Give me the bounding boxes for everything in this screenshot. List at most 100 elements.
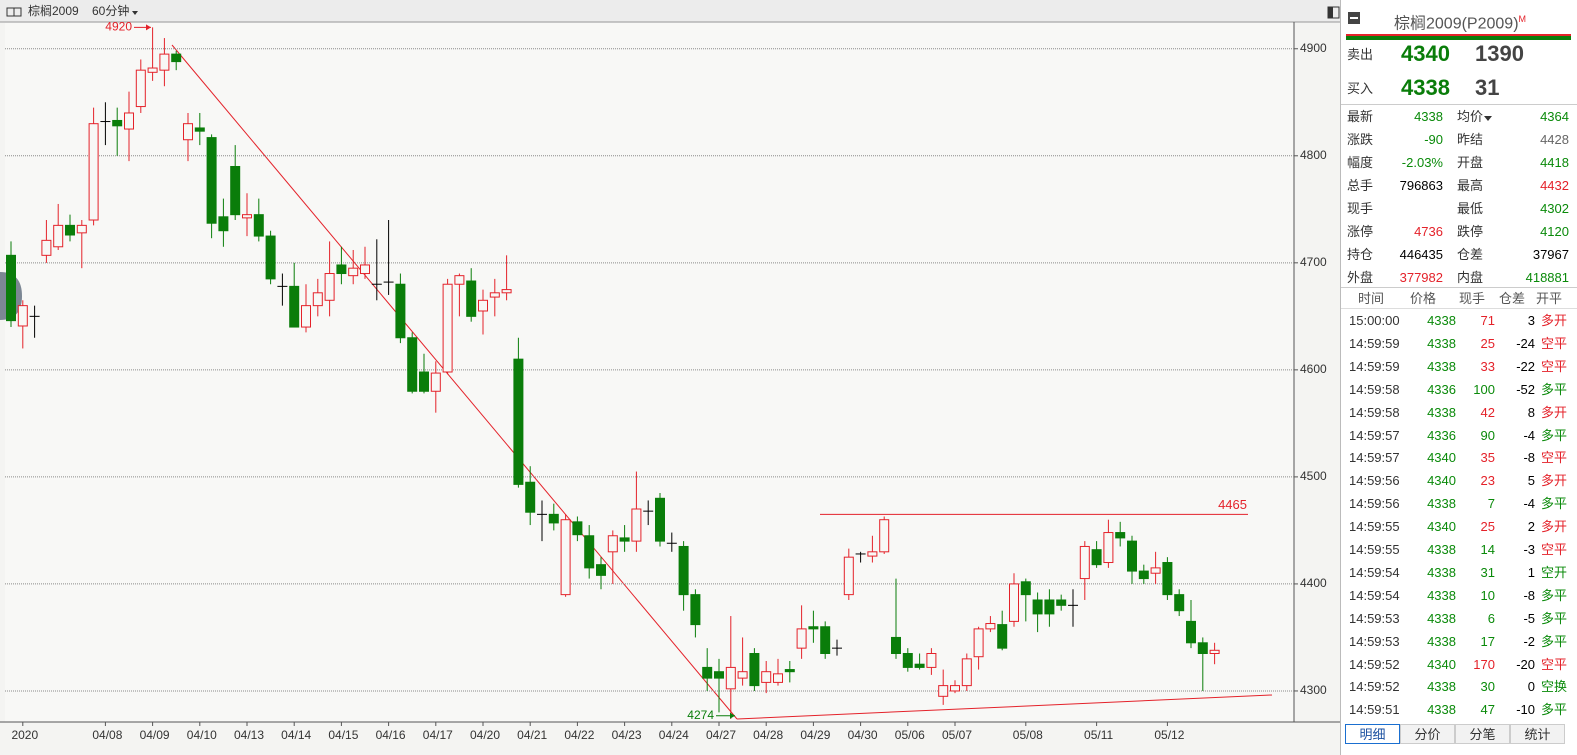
field-label: 涨跌 [1347, 132, 1374, 147]
tick-action: 空平 [1541, 450, 1568, 466]
tick-price: 4338 [1427, 610, 1456, 626]
tick-oi-change: -2 [1523, 633, 1535, 649]
collapse-button[interactable] [1348, 12, 1360, 24]
field-value: 4432 [1540, 178, 1569, 193]
candle-body [301, 305, 311, 328]
tick-price: 4338 [1427, 542, 1456, 557]
candle-body [737, 671, 748, 679]
x-tick-label: 04/21 [517, 728, 547, 742]
candle-body [784, 669, 795, 673]
resistance-label: 4465 [1218, 497, 1247, 512]
x-tick-label: 04/17 [423, 728, 453, 742]
candle-body [1127, 540, 1137, 572]
bar-red [1346, 34, 1571, 36]
tick-price: 4338 [1427, 564, 1456, 580]
tab[interactable]: 统计 [1510, 724, 1565, 744]
tick-action: 空平 [1541, 358, 1568, 374]
x-tick-label: 04/23 [612, 728, 642, 742]
tick-action: 空平 [1541, 542, 1568, 557]
candle-body [442, 283, 453, 373]
field-value: 796863 [1399, 178, 1443, 193]
candle-body [950, 685, 960, 692]
candle-body [159, 53, 170, 71]
candle-body [1209, 649, 1220, 654]
x-tick-label: 05/12 [1154, 728, 1184, 742]
tick-time: 14:59:52 [1349, 679, 1400, 695]
candle-body [902, 652, 913, 668]
tick-time: 14:59:53 [1349, 610, 1400, 626]
field-value: 4302 [1540, 201, 1569, 216]
title-mark: M [1518, 14, 1527, 24]
x-tick-label: 04/09 [140, 728, 170, 742]
tick-volume: 25 [1480, 335, 1495, 351]
tick-volume: 14 [1480, 542, 1495, 557]
tick-volume: 33 [1480, 358, 1495, 374]
tick-time: 14:59:56 [1349, 473, 1400, 489]
tick-oi-change: -10 [1516, 702, 1535, 718]
tick-oi-change: 0 [1527, 679, 1535, 695]
field-value: 4338 [1414, 109, 1443, 124]
x-tick-label: 04/22 [564, 728, 594, 742]
tick-time: 14:59:54 [1349, 587, 1400, 603]
bid-label: 买入 [1347, 81, 1374, 96]
avg-caret[interactable] [1484, 116, 1492, 121]
tick-price: 4338 [1427, 313, 1456, 328]
y-tick-label: 4300 [1300, 683, 1327, 697]
field-label: 昨结 [1457, 132, 1484, 147]
candle-body [112, 119, 123, 127]
tick-volume: 71 [1480, 313, 1495, 328]
x-tick-label: 2020 [11, 728, 38, 742]
period-caret[interactable] [132, 11, 138, 15]
x-tick-label: 04/27 [706, 728, 736, 742]
candle-body [324, 273, 335, 301]
candle-body [985, 623, 996, 630]
candle-body [1150, 567, 1161, 574]
x-tick-label: 04/08 [92, 728, 122, 742]
tick-volume: 30 [1480, 679, 1495, 695]
tab[interactable]: 分笔 [1455, 724, 1510, 744]
tick-volume: 100 [1473, 381, 1495, 397]
candle-body [879, 519, 890, 553]
candle-body [41, 239, 52, 256]
tick-action: 多平 [1541, 427, 1568, 443]
tick-time: 14:59:57 [1349, 427, 1400, 443]
candle-body [53, 224, 64, 248]
candle-body [961, 658, 972, 687]
candle-body [749, 652, 760, 687]
tick-price: 4340 [1427, 656, 1456, 672]
tick-price: 4338 [1427, 335, 1456, 351]
tick-volume: 17 [1480, 633, 1495, 649]
tick-time: 14:59:58 [1349, 404, 1400, 420]
tab[interactable]: 分价 [1400, 724, 1455, 744]
candle-body [348, 267, 359, 277]
candle-body [607, 535, 618, 553]
bid-price: 4338 [1401, 75, 1450, 100]
tick-time: 14:59:58 [1349, 381, 1400, 397]
candle-body [135, 69, 146, 108]
symbol[interactable]: 棕榈2009 [28, 3, 79, 18]
tick-action: 空平 [1541, 335, 1568, 351]
field-value: 4364 [1540, 109, 1569, 124]
candle-body [572, 521, 583, 536]
layout-icon[interactable] [13, 7, 22, 17]
candle-body [478, 299, 488, 312]
tick-oi-change: -8 [1523, 450, 1535, 466]
tick-volume: 47 [1480, 702, 1495, 718]
tab[interactable]: 明细 [1345, 724, 1400, 744]
tick-oi-change: -52 [1516, 381, 1535, 397]
candle-body [206, 137, 217, 224]
tick-oi-change: -22 [1516, 358, 1535, 374]
tick-time: 14:59:59 [1349, 358, 1400, 374]
tick-volume: 35 [1480, 450, 1495, 466]
divider [1341, 287, 1577, 288]
toolbar [0, 0, 1340, 22]
tick-oi-change: -24 [1516, 335, 1535, 351]
period[interactable]: 60分钟 [92, 3, 129, 18]
tick-action: 多平 [1541, 587, 1568, 603]
plot-area [5, 23, 1294, 722]
quote-panel: 棕榈2009(P2009)M 卖出 4340 1390 买入 4338 31 最… [1340, 0, 1577, 755]
field-label: 幅度 [1347, 155, 1374, 170]
field-label: 仓差 [1457, 247, 1484, 262]
divider [1341, 104, 1577, 105]
candle-body [312, 292, 323, 307]
